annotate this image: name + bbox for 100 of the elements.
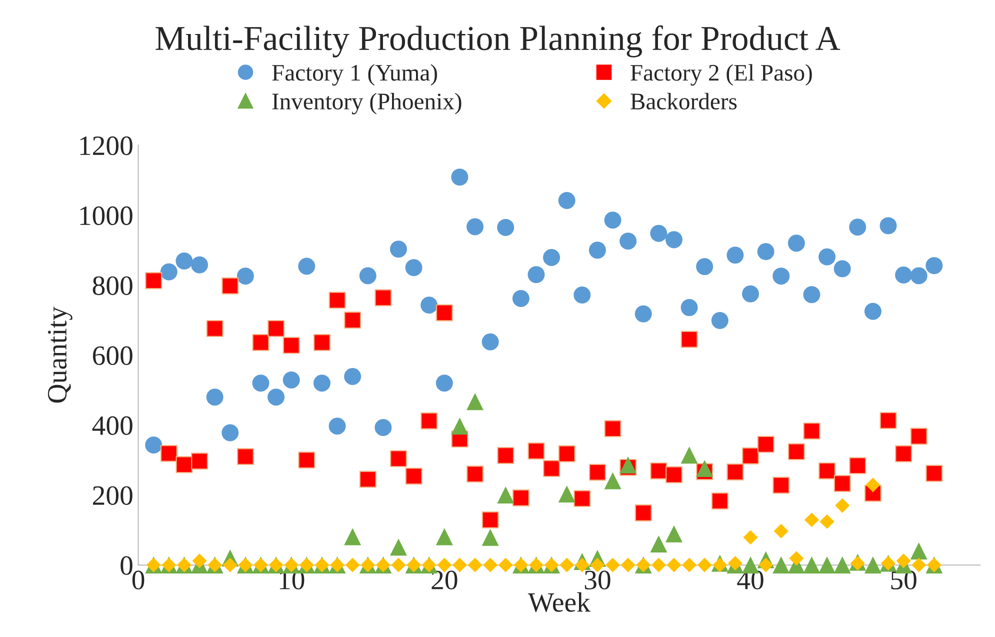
point [236, 268, 254, 285]
point [160, 263, 178, 280]
point [604, 472, 622, 490]
point [910, 542, 928, 560]
point [252, 374, 270, 392]
point [697, 558, 712, 572]
point [483, 558, 498, 572]
y-tick-label: 1200 [80, 136, 132, 156]
point [880, 412, 897, 430]
point [206, 320, 224, 338]
point [803, 422, 820, 440]
point [835, 498, 850, 513]
point [497, 218, 514, 236]
point [634, 305, 652, 322]
y-tick-label: 800 [92, 276, 132, 296]
point [834, 260, 851, 278]
point [313, 334, 330, 352]
point [268, 388, 285, 406]
point [620, 558, 636, 572]
point [390, 240, 407, 258]
point [574, 558, 590, 572]
point [282, 336, 300, 354]
point [896, 554, 911, 568]
point [789, 551, 804, 566]
point [680, 446, 698, 464]
point [634, 504, 652, 522]
point [696, 258, 714, 276]
legend-label: Factory 2 (El Paso) [630, 64, 812, 86]
y-tick-label: 600 [92, 346, 132, 366]
point [497, 486, 514, 504]
point [912, 558, 926, 572]
point [176, 252, 193, 270]
point [682, 558, 697, 572]
point [466, 393, 484, 410]
point [512, 290, 530, 307]
point [726, 246, 744, 264]
point [359, 267, 376, 284]
y-axis-title: Quantity [48, 306, 72, 403]
point [145, 272, 162, 290]
point [313, 374, 330, 392]
y-tick-label: 200 [92, 486, 132, 505]
point [344, 528, 362, 546]
point [834, 475, 851, 492]
point [160, 444, 178, 462]
point [774, 524, 788, 538]
x-tick-label: 0 [132, 570, 144, 590]
point [680, 299, 698, 316]
y-tick-label: 1000 [80, 206, 132, 226]
point [560, 558, 574, 572]
point [757, 243, 774, 260]
point [176, 456, 193, 474]
point [282, 371, 300, 388]
point [650, 224, 668, 242]
point [344, 368, 362, 385]
point [191, 452, 208, 470]
point [804, 512, 820, 528]
point [222, 558, 238, 572]
point [650, 536, 668, 553]
point [268, 320, 285, 338]
point [390, 538, 407, 556]
point [390, 450, 407, 468]
point [359, 470, 376, 488]
point [191, 256, 208, 274]
y-tick-label: 0 [120, 556, 132, 575]
point [864, 302, 882, 320]
x-tick-label: 30 [584, 570, 610, 590]
point [820, 514, 834, 529]
point [252, 334, 270, 352]
legend-label: Backorders [630, 92, 737, 110]
point [298, 452, 316, 469]
point [788, 234, 805, 252]
point [588, 242, 606, 259]
point [772, 556, 790, 574]
point [222, 424, 239, 442]
point [574, 490, 591, 508]
point [711, 492, 728, 510]
point [482, 333, 499, 350]
point [391, 558, 406, 572]
point [666, 466, 682, 484]
point [665, 525, 682, 542]
point [543, 460, 560, 477]
point [604, 212, 622, 229]
point [420, 296, 438, 314]
point [818, 248, 836, 266]
point [650, 462, 668, 480]
point [451, 418, 468, 435]
point [926, 464, 943, 482]
point [665, 231, 682, 248]
point [558, 486, 576, 503]
point [849, 218, 866, 236]
point [374, 289, 392, 306]
point [620, 232, 637, 250]
point [328, 292, 346, 309]
point [803, 286, 820, 304]
point [482, 528, 499, 546]
point [452, 558, 467, 572]
point [666, 558, 682, 572]
x-axis-title: Week [528, 592, 590, 612]
point [436, 374, 453, 392]
point [497, 447, 514, 464]
